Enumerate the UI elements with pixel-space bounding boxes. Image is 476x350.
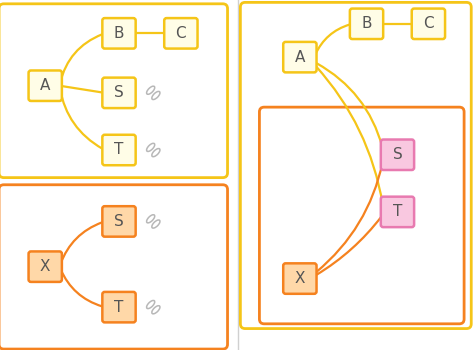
FancyBboxPatch shape — [102, 206, 136, 237]
Text: A: A — [40, 78, 50, 93]
Text: A: A — [295, 50, 305, 65]
FancyBboxPatch shape — [0, 4, 228, 177]
FancyBboxPatch shape — [381, 140, 414, 170]
Text: B: B — [114, 26, 124, 41]
FancyBboxPatch shape — [259, 107, 464, 324]
FancyBboxPatch shape — [283, 42, 317, 72]
FancyBboxPatch shape — [381, 197, 414, 227]
Text: B: B — [361, 16, 372, 31]
FancyBboxPatch shape — [102, 135, 136, 165]
FancyBboxPatch shape — [412, 8, 445, 39]
Text: T: T — [393, 204, 402, 219]
Text: S: S — [114, 85, 124, 100]
FancyBboxPatch shape — [350, 8, 383, 39]
FancyBboxPatch shape — [240, 2, 471, 329]
FancyBboxPatch shape — [29, 70, 62, 101]
FancyBboxPatch shape — [283, 263, 317, 294]
Text: X: X — [40, 259, 50, 274]
Text: T: T — [114, 300, 124, 315]
FancyBboxPatch shape — [29, 251, 62, 282]
Text: X: X — [295, 271, 305, 286]
Text: S: S — [114, 214, 124, 229]
Text: C: C — [176, 26, 186, 41]
Text: C: C — [423, 16, 434, 31]
FancyBboxPatch shape — [0, 185, 228, 349]
Text: S: S — [393, 147, 402, 162]
FancyBboxPatch shape — [102, 78, 136, 108]
FancyBboxPatch shape — [102, 18, 136, 49]
FancyBboxPatch shape — [102, 292, 136, 322]
Text: T: T — [114, 142, 124, 158]
FancyBboxPatch shape — [164, 18, 198, 49]
